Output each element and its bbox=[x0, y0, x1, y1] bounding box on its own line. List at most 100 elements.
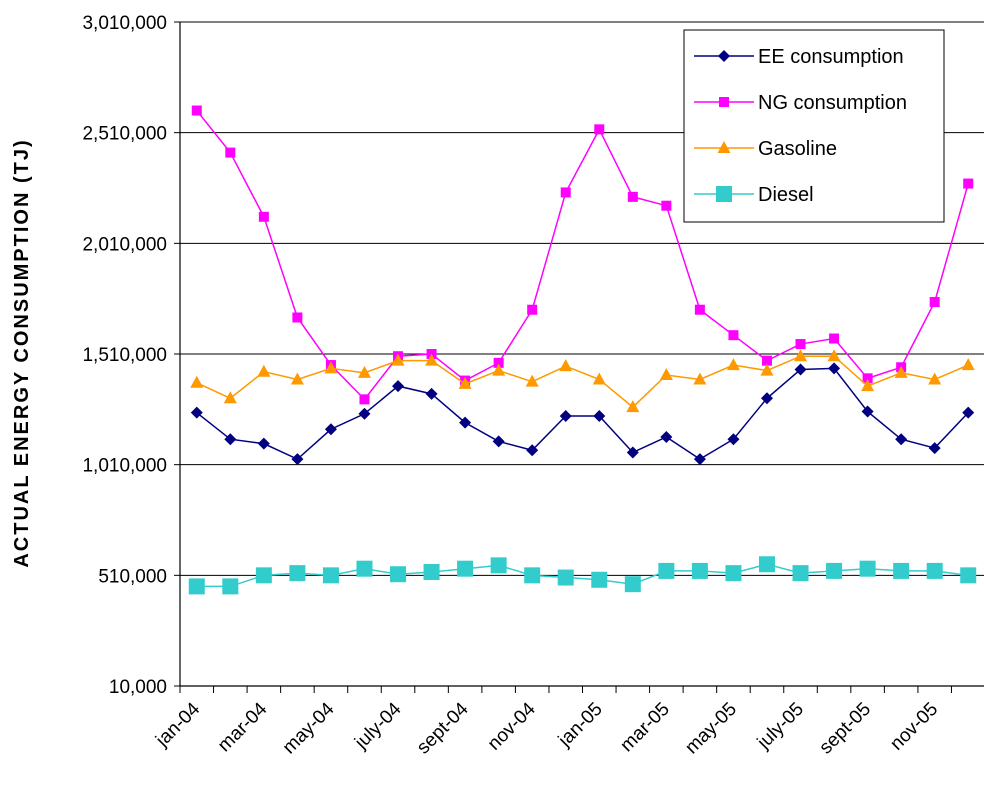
data-point-diesel bbox=[725, 565, 742, 582]
data-point-gasoline bbox=[492, 363, 506, 376]
x-axis-ticks: jan-04 mar-04 may-04 july-04 sept-04 nov-04 ja… bbox=[151, 686, 952, 759]
legend-item-ng-consumption: NG consumption bbox=[694, 92, 907, 114]
data-point-ng-consumption bbox=[493, 357, 504, 368]
series-line-ee-consumption bbox=[196, 367, 969, 461]
x-tick-label: mar-05 bbox=[616, 699, 673, 756]
data-point-ee-consumption bbox=[358, 407, 371, 420]
data-point-gasoline bbox=[760, 363, 774, 376]
data-point-gasoline bbox=[190, 375, 204, 388]
data-point-diesel bbox=[557, 569, 574, 586]
legend-marker bbox=[716, 186, 732, 202]
data-point-diesel bbox=[792, 565, 809, 582]
data-point-ng-consumption bbox=[627, 191, 638, 202]
data-point-ee-consumption bbox=[760, 392, 773, 405]
x-tick-label: july-04 bbox=[350, 698, 405, 753]
data-point-ng-consumption bbox=[560, 187, 571, 198]
gridlines bbox=[180, 21, 984, 576]
y-axis-label: ACTUAL ENERGY CONSUMPTION (TJ) bbox=[11, 138, 33, 567]
legend-item-ee-consumption: EE consumption bbox=[694, 46, 904, 68]
data-point-gasoline bbox=[693, 372, 707, 385]
data-point-ng-consumption bbox=[694, 304, 705, 315]
data-point-ee-consumption bbox=[324, 423, 337, 436]
data-point-ee-consumption bbox=[794, 363, 807, 376]
data-point-diesel bbox=[524, 567, 541, 584]
data-point-ng-consumption bbox=[963, 178, 974, 189]
data-point-gasoline bbox=[223, 391, 237, 404]
data-point-ee-consumption bbox=[425, 387, 438, 400]
series-line-ng-consumption bbox=[196, 110, 969, 401]
data-point-gasoline bbox=[894, 365, 908, 378]
series-line-gasoline bbox=[196, 355, 969, 409]
y-tick-label: 510,000 bbox=[98, 566, 167, 587]
data-point-gasoline bbox=[659, 368, 673, 381]
data-point-gasoline bbox=[626, 400, 640, 413]
data-point-ng-consumption bbox=[258, 211, 269, 222]
data-point-ee-consumption bbox=[895, 433, 908, 446]
data-point-diesel bbox=[926, 562, 943, 579]
x-tick-label: sept-04 bbox=[413, 698, 473, 758]
data-point-ng-consumption bbox=[527, 304, 538, 315]
data-point-ee-consumption bbox=[559, 409, 572, 422]
data-point-gasoline bbox=[290, 372, 304, 385]
data-point-diesel bbox=[658, 562, 675, 579]
y-tick-label: 2,010,000 bbox=[82, 234, 167, 255]
data-point-ng-consumption bbox=[728, 330, 739, 341]
data-point-diesel bbox=[457, 560, 474, 577]
data-point-gasoline bbox=[324, 361, 338, 374]
data-point-diesel bbox=[255, 567, 272, 584]
data-point-diesel bbox=[423, 564, 440, 581]
legend-label: EE consumption bbox=[758, 46, 904, 68]
x-tick-label: nov-05 bbox=[886, 699, 942, 755]
legend-item-diesel: Diesel bbox=[694, 184, 814, 206]
data-point-gasoline bbox=[357, 365, 371, 378]
x-tick-label: may-05 bbox=[681, 699, 741, 759]
data-point-gasoline bbox=[391, 353, 405, 366]
data-point-diesel bbox=[691, 562, 708, 579]
data-point-ee-consumption bbox=[962, 406, 975, 419]
series-ee-consumption bbox=[190, 362, 975, 466]
data-point-ee-consumption bbox=[257, 437, 270, 450]
data-point-diesel bbox=[390, 566, 407, 583]
legend-label: NG consumption bbox=[758, 92, 907, 114]
y-tick-label: 1,010,000 bbox=[82, 456, 167, 477]
data-point-gasoline bbox=[559, 359, 573, 372]
y-tick-label: 1,510,000 bbox=[82, 345, 167, 366]
data-point-gasoline bbox=[458, 376, 472, 389]
legend-marker bbox=[717, 141, 731, 153]
data-point-ee-consumption bbox=[928, 442, 941, 455]
data-point-ee-consumption bbox=[492, 435, 505, 448]
x-tick-label: jan-05 bbox=[554, 699, 607, 752]
data-point-ee-consumption bbox=[291, 453, 304, 466]
data-point-ee-consumption bbox=[392, 380, 405, 393]
data-point-ng-consumption bbox=[829, 333, 840, 344]
data-point-ee-consumption bbox=[459, 416, 472, 429]
x-tick-label: jan-04 bbox=[151, 698, 204, 751]
data-point-ng-consumption bbox=[862, 373, 873, 384]
data-point-ee-consumption bbox=[224, 433, 237, 446]
data-point-ee-consumption bbox=[626, 446, 639, 459]
data-point-ee-consumption bbox=[593, 409, 606, 422]
data-point-ee-consumption bbox=[828, 362, 841, 375]
y-axis-ticks: 10,000 510,000 1,010,000 1,510,000 2,010,000… bbox=[82, 13, 180, 698]
series-gasoline bbox=[190, 349, 975, 413]
data-point-gasoline bbox=[827, 349, 841, 362]
data-point-ee-consumption bbox=[861, 405, 874, 418]
data-point-ng-consumption bbox=[225, 147, 236, 158]
data-point-diesel bbox=[289, 565, 306, 582]
data-point-diesel bbox=[322, 567, 339, 584]
x-tick-label: may-04 bbox=[279, 698, 339, 758]
x-tick-label: nov-04 bbox=[484, 698, 540, 754]
y-tick-label: 2,510,000 bbox=[82, 124, 167, 145]
data-point-ee-consumption bbox=[526, 444, 539, 457]
data-point-ng-consumption bbox=[929, 296, 940, 307]
data-point-diesel bbox=[188, 578, 205, 595]
data-point-ng-consumption bbox=[191, 105, 202, 116]
data-point-diesel bbox=[758, 556, 775, 573]
legend-item-gasoline: Gasoline bbox=[694, 138, 837, 160]
legend-marker bbox=[719, 97, 729, 107]
x-tick-label: sept-05 bbox=[815, 699, 875, 759]
data-point-ng-consumption bbox=[292, 312, 303, 323]
data-point-ee-consumption bbox=[660, 431, 673, 443]
legend-label: Gasoline bbox=[758, 138, 837, 160]
